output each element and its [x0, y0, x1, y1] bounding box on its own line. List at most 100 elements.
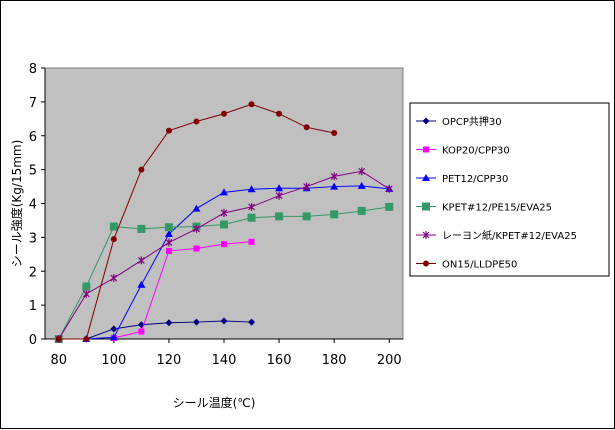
y-tick-label: 3 — [29, 231, 37, 246]
data-point — [358, 167, 366, 176]
data-point — [330, 172, 338, 181]
legend-entry: KPET#12/PE15/EVA25 — [416, 202, 552, 214]
data-point — [137, 256, 145, 265]
x-tick-label: 100 — [101, 353, 126, 368]
data-point — [109, 222, 118, 231]
data-point — [165, 238, 173, 247]
data-point — [248, 318, 256, 326]
legend-entry: OPCP共押30 — [416, 115, 502, 128]
data-point — [82, 282, 91, 291]
data-point — [110, 325, 118, 333]
data-point — [422, 117, 430, 125]
y-tick-label: 8 — [29, 62, 37, 77]
plot-area — [44, 67, 404, 340]
series-group — [54, 101, 394, 343]
legend-entry: KOP20/CPP30 — [416, 146, 510, 157]
data-point — [357, 206, 366, 215]
data-point — [165, 319, 173, 327]
legend: OPCP共押30 KOP20/CPP30 PET12/CPP30 KPET#12/PE… — [409, 102, 610, 277]
y-tick-label: 2 — [29, 265, 37, 280]
data-point — [165, 127, 172, 134]
data-point — [276, 110, 283, 117]
data-point — [275, 212, 284, 221]
legend-entry: PET12/CPP30 — [416, 174, 508, 185]
x-tick-label: 140 — [212, 353, 237, 368]
data-point — [110, 236, 117, 243]
x-tick-label: 200 — [377, 353, 402, 368]
data-point — [247, 185, 256, 193]
series-line — [58, 320, 252, 340]
x-tick-label: 120 — [157, 353, 182, 368]
legend-label: OPCP共押30 — [442, 115, 502, 128]
x-tick-label: 80 — [50, 353, 67, 368]
y-tick-label: 4 — [29, 198, 37, 213]
data-point — [83, 336, 90, 342]
series-line — [86, 185, 390, 340]
data-point — [303, 124, 310, 131]
data-point — [422, 202, 430, 211]
x-axis-title: シール温度(℃) — [173, 395, 256, 410]
series-6 — [55, 101, 338, 342]
x-axis-ticks: 80 100 120 140 160 180 200 — [50, 339, 402, 368]
series-line — [113, 241, 252, 339]
data-point — [302, 212, 311, 221]
data-point — [221, 241, 227, 248]
data-point — [248, 101, 255, 108]
data-point — [193, 224, 200, 233]
data-point — [82, 289, 90, 298]
legend-entry: ON15/LLDPE50 — [416, 260, 517, 271]
y-tick-label: 7 — [29, 96, 37, 111]
y-tick-label: 0 — [29, 333, 37, 348]
data-point — [422, 231, 430, 239]
legend-label: PET12/CPP30 — [442, 174, 508, 185]
data-point — [303, 182, 311, 191]
data-point — [192, 204, 201, 212]
data-point — [137, 280, 146, 288]
data-point — [221, 110, 227, 117]
y-tick-label: 5 — [29, 164, 37, 179]
data-point — [331, 130, 338, 137]
data-point — [422, 174, 430, 181]
data-point — [385, 184, 393, 193]
legend-label: KPET#12/PE15/EVA25 — [442, 203, 552, 214]
legend-label: レーヨン紙/KPET#12/EVA25 — [442, 229, 577, 242]
data-point — [164, 223, 173, 232]
data-point — [423, 260, 429, 267]
y-axis-title: シール強度(Kg/15mm) — [9, 140, 24, 268]
data-point — [192, 318, 200, 326]
data-point — [385, 202, 394, 211]
data-point — [165, 247, 172, 254]
y-tick-label: 1 — [29, 299, 37, 314]
data-point — [220, 317, 228, 325]
legend-label: ON15/LLDPE50 — [442, 260, 517, 271]
data-point — [193, 245, 200, 252]
x-tick-label: 180 — [322, 353, 347, 368]
legend-box — [409, 102, 610, 277]
data-point — [55, 336, 62, 342]
data-point — [275, 191, 283, 200]
legend-label: KOP20/CPP30 — [442, 146, 510, 157]
data-point — [110, 274, 118, 283]
data-point — [138, 328, 145, 335]
data-point — [248, 202, 255, 211]
data-point — [164, 229, 173, 237]
data-point — [220, 188, 228, 196]
data-point — [330, 182, 339, 190]
data-point — [275, 184, 284, 192]
x-tick-label: 160 — [267, 353, 292, 368]
series-3 — [82, 181, 394, 342]
legend-entry: レーヨン紙/KPET#12/EVA25 — [416, 229, 577, 242]
data-point — [193, 118, 200, 125]
data-point — [330, 210, 339, 219]
series-5 — [55, 167, 393, 343]
y-tick-label: 6 — [29, 130, 37, 145]
data-point — [137, 224, 146, 233]
data-point — [247, 213, 256, 222]
y-axis-ticks: 0 1 2 3 4 5 6 7 8 — [29, 62, 45, 348]
data-point — [423, 146, 429, 153]
data-point — [138, 166, 145, 173]
data-point — [248, 238, 255, 245]
data-point — [220, 208, 228, 217]
data-point — [357, 181, 366, 189]
